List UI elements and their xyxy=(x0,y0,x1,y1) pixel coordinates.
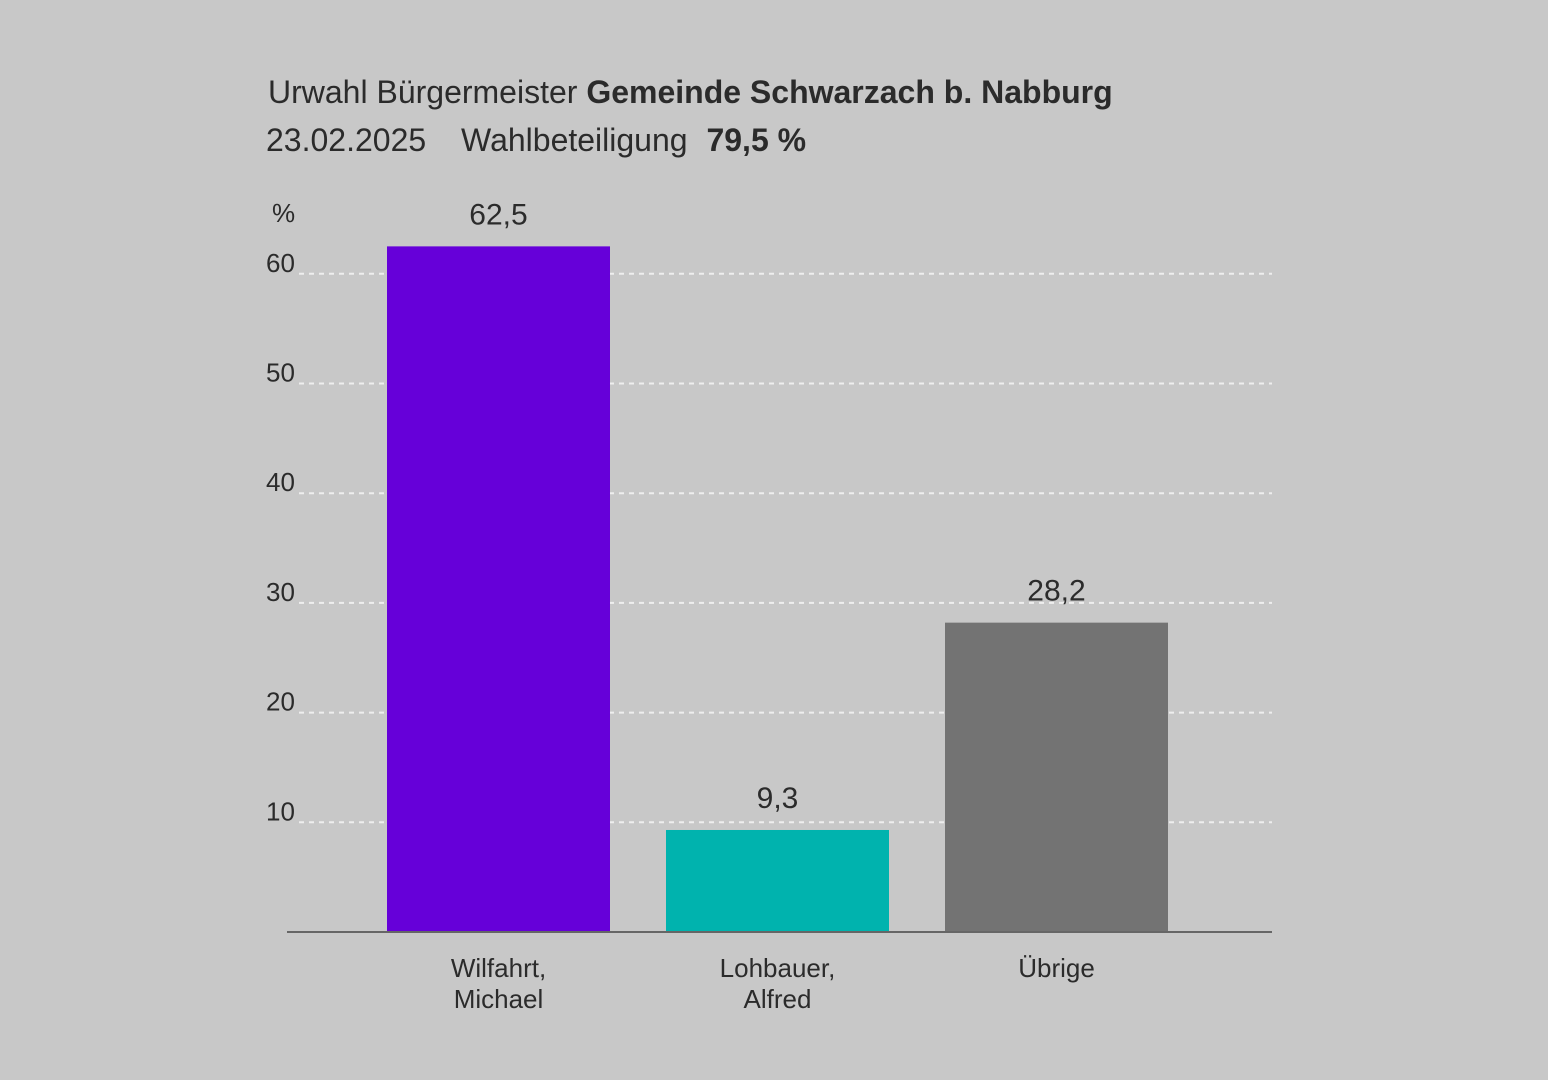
y-tick-label-10: 10 xyxy=(266,796,295,826)
chart-title: Urwahl Bürgermeister Gemeinde Schwarzach… xyxy=(268,72,1113,112)
turnout-value: 79,5 % xyxy=(706,122,807,158)
y-tick-label-50: 50 xyxy=(266,358,295,388)
category-label-2-line-0: Übrige xyxy=(1018,953,1095,983)
y-tick-label-60: 60 xyxy=(266,248,295,278)
y-axis-unit-label: % xyxy=(272,198,295,228)
bar-0 xyxy=(387,246,610,932)
category-label-0-line-0: Wilfahrt, xyxy=(451,953,546,983)
turnout-label: Wahlbeteiligung xyxy=(461,122,688,158)
category-label-1-line-0: Lohbauer, xyxy=(720,953,836,983)
value-label-2: 28,2 xyxy=(1027,575,1085,608)
title-municipality: Gemeinde Schwarzach b. Nabburg xyxy=(586,74,1113,110)
y-tick-label-40: 40 xyxy=(266,467,295,497)
election-date: 23.02.2025 xyxy=(266,122,427,158)
bar-2 xyxy=(945,622,1168,932)
chart-subtitle: 23.02.2025 Wahlbeteiligung 79,5 % xyxy=(266,120,806,160)
y-tick-label-20: 20 xyxy=(266,687,295,717)
category-label-0-line-1: Michael xyxy=(454,984,544,1014)
y-tick-label-30: 30 xyxy=(266,577,295,607)
value-label-0: 62,5 xyxy=(469,198,527,231)
value-label-1: 9,3 xyxy=(757,782,799,815)
category-label-1-line-1: Alfred xyxy=(744,984,812,1014)
bar-1 xyxy=(666,829,889,932)
title-prefix: Urwahl Bürgermeister xyxy=(268,74,578,110)
